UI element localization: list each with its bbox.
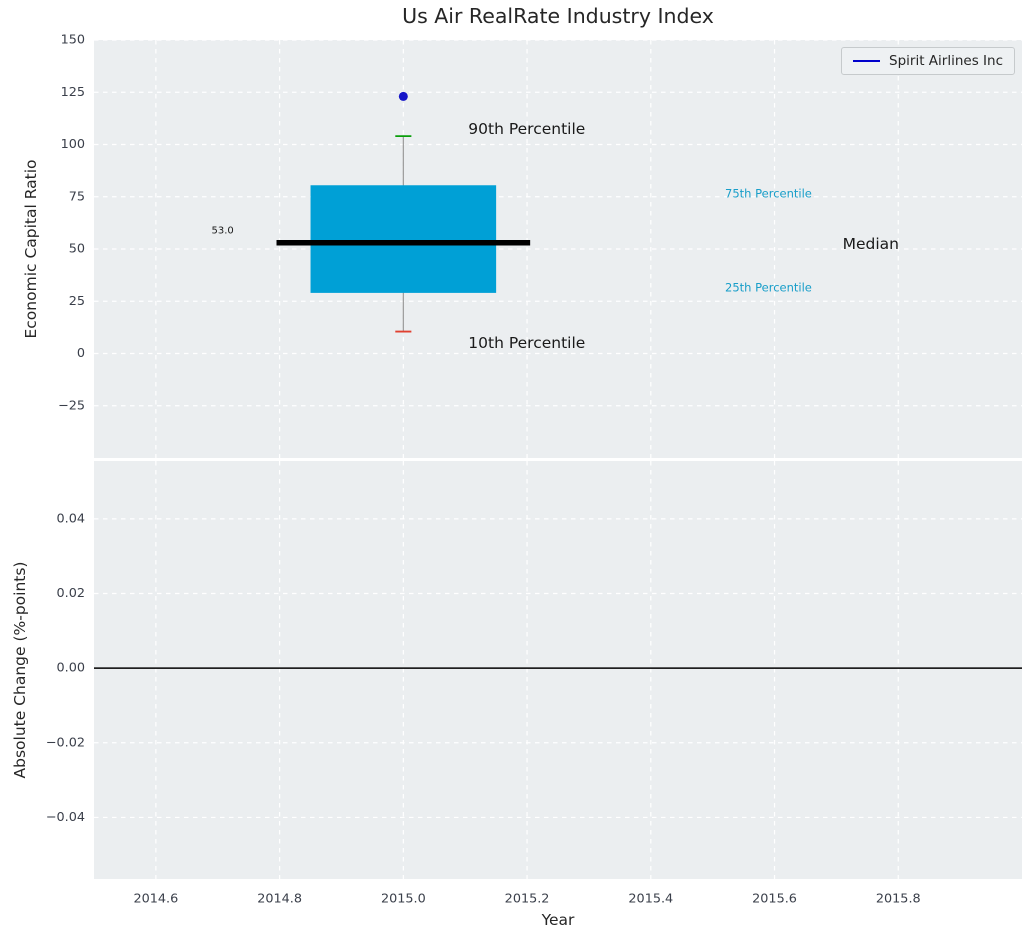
annotation-25th-percentile: 25th Percentile — [725, 281, 812, 295]
x-tick-label: 2015.2 — [505, 892, 550, 907]
y-tick-label-bottom: −0.02 — [46, 735, 85, 750]
y-tick-label-bottom: 0.04 — [57, 511, 86, 526]
y-tick-label-top: 125 — [61, 85, 85, 100]
y-axis-label-top: Economic Capital Ratio — [22, 159, 40, 339]
y-tick-label-top: 0 — [77, 346, 85, 361]
legend-label: Spirit Airlines Inc — [889, 53, 1003, 69]
y-tick-label-top: −25 — [58, 398, 85, 413]
chart-title: Us Air RealRate Industry Index — [402, 4, 714, 28]
y-tick-label-bottom: 0.02 — [57, 586, 86, 601]
y-tick-label-top: 150 — [61, 33, 85, 48]
annotation-90th-percentile: 90th Percentile — [468, 120, 585, 138]
legend: Spirit Airlines Inc — [841, 47, 1015, 75]
y-axis-label-bottom: Absolute Change (%-points) — [11, 561, 29, 779]
annotation-53-0: 53.0 — [212, 226, 234, 237]
y-tick-label-top: 75 — [69, 189, 85, 204]
y-tick-label-bottom: 0.00 — [57, 661, 86, 676]
legend-line-icon — [853, 60, 881, 62]
y-tick-label-bottom: −0.04 — [46, 810, 85, 825]
bottom-axes-background — [94, 461, 1022, 879]
x-tick-label: 2014.6 — [133, 892, 178, 907]
iqr-box — [310, 185, 497, 293]
annotation-median: Median — [843, 235, 899, 253]
x-tick-label: 2014.8 — [257, 892, 302, 907]
y-tick-label-top: 100 — [61, 137, 85, 152]
annotation-75th-percentile: 75th Percentile — [725, 187, 812, 201]
x-axis-label: Year — [541, 911, 575, 929]
x-tick-label: 2015.4 — [628, 892, 673, 907]
data-point-spirit-airlines-inc — [398, 91, 408, 101]
y-tick-label-top: 50 — [69, 242, 85, 257]
y-tick-label-top: 25 — [69, 294, 85, 309]
annotation-10th-percentile: 10th Percentile — [468, 334, 585, 352]
x-tick-label: 2015.8 — [876, 892, 921, 907]
x-tick-label: 2015.0 — [381, 892, 426, 907]
x-tick-label: 2015.6 — [752, 892, 797, 907]
